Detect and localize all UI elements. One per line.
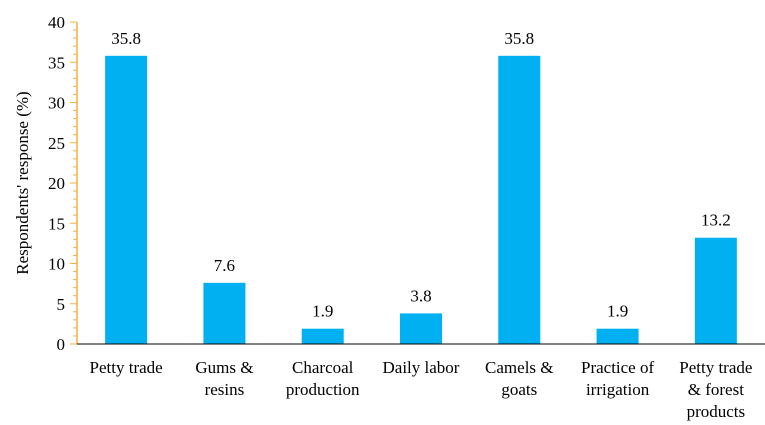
data-label: 35.8 [111,29,141,48]
bar [694,237,737,344]
data-label: 1.9 [312,302,333,321]
y-tick-label: 30 [48,94,65,113]
y-axis: 0 5 10 15 20 25 30 35 40 [48,13,78,354]
bar [400,313,442,344]
data-label: 7.6 [214,256,235,275]
y-tick-label: 0 [57,335,66,354]
data-labels: 35.8 7.6 1.9 3.8 35.8 1.9 13.2 [111,29,730,321]
bar [105,55,148,345]
bar [301,328,344,344]
data-label: 35.8 [504,29,534,48]
x-tick-label: Petty trade [90,358,163,377]
y-tick-label: 5 [57,295,66,314]
y-tick-label: 10 [48,255,65,274]
bar [203,282,246,344]
x-tick-label: Daily labor [383,358,460,377]
bars [105,55,737,345]
x-axis: Petty trade Gums & resins Charcoal productio… [77,343,765,421]
data-label: 3.8 [410,286,431,305]
y-tick-label: 20 [48,174,65,193]
y-tick-label: 25 [48,134,65,153]
data-label: 1.9 [607,302,628,321]
y-tick-label: 15 [48,214,65,233]
bar [498,55,541,345]
y-tick-label: 40 [48,13,65,32]
bar [596,328,639,344]
x-tick-label: Petty trade & forest products [679,358,752,421]
x-tick-label: Charcoal production [286,358,360,399]
y-tick-label: 35 [48,53,65,72]
data-label: 13.2 [701,211,731,230]
x-tick-label: Camels & goats [485,358,553,399]
x-tick-label: Gums & resins [195,358,253,399]
y-axis-title-group: Respondents' response (%) [13,91,32,274]
y-axis-title: Respondents' response (%) [13,91,32,274]
x-tick-label: Practice of irrigation [581,358,654,399]
